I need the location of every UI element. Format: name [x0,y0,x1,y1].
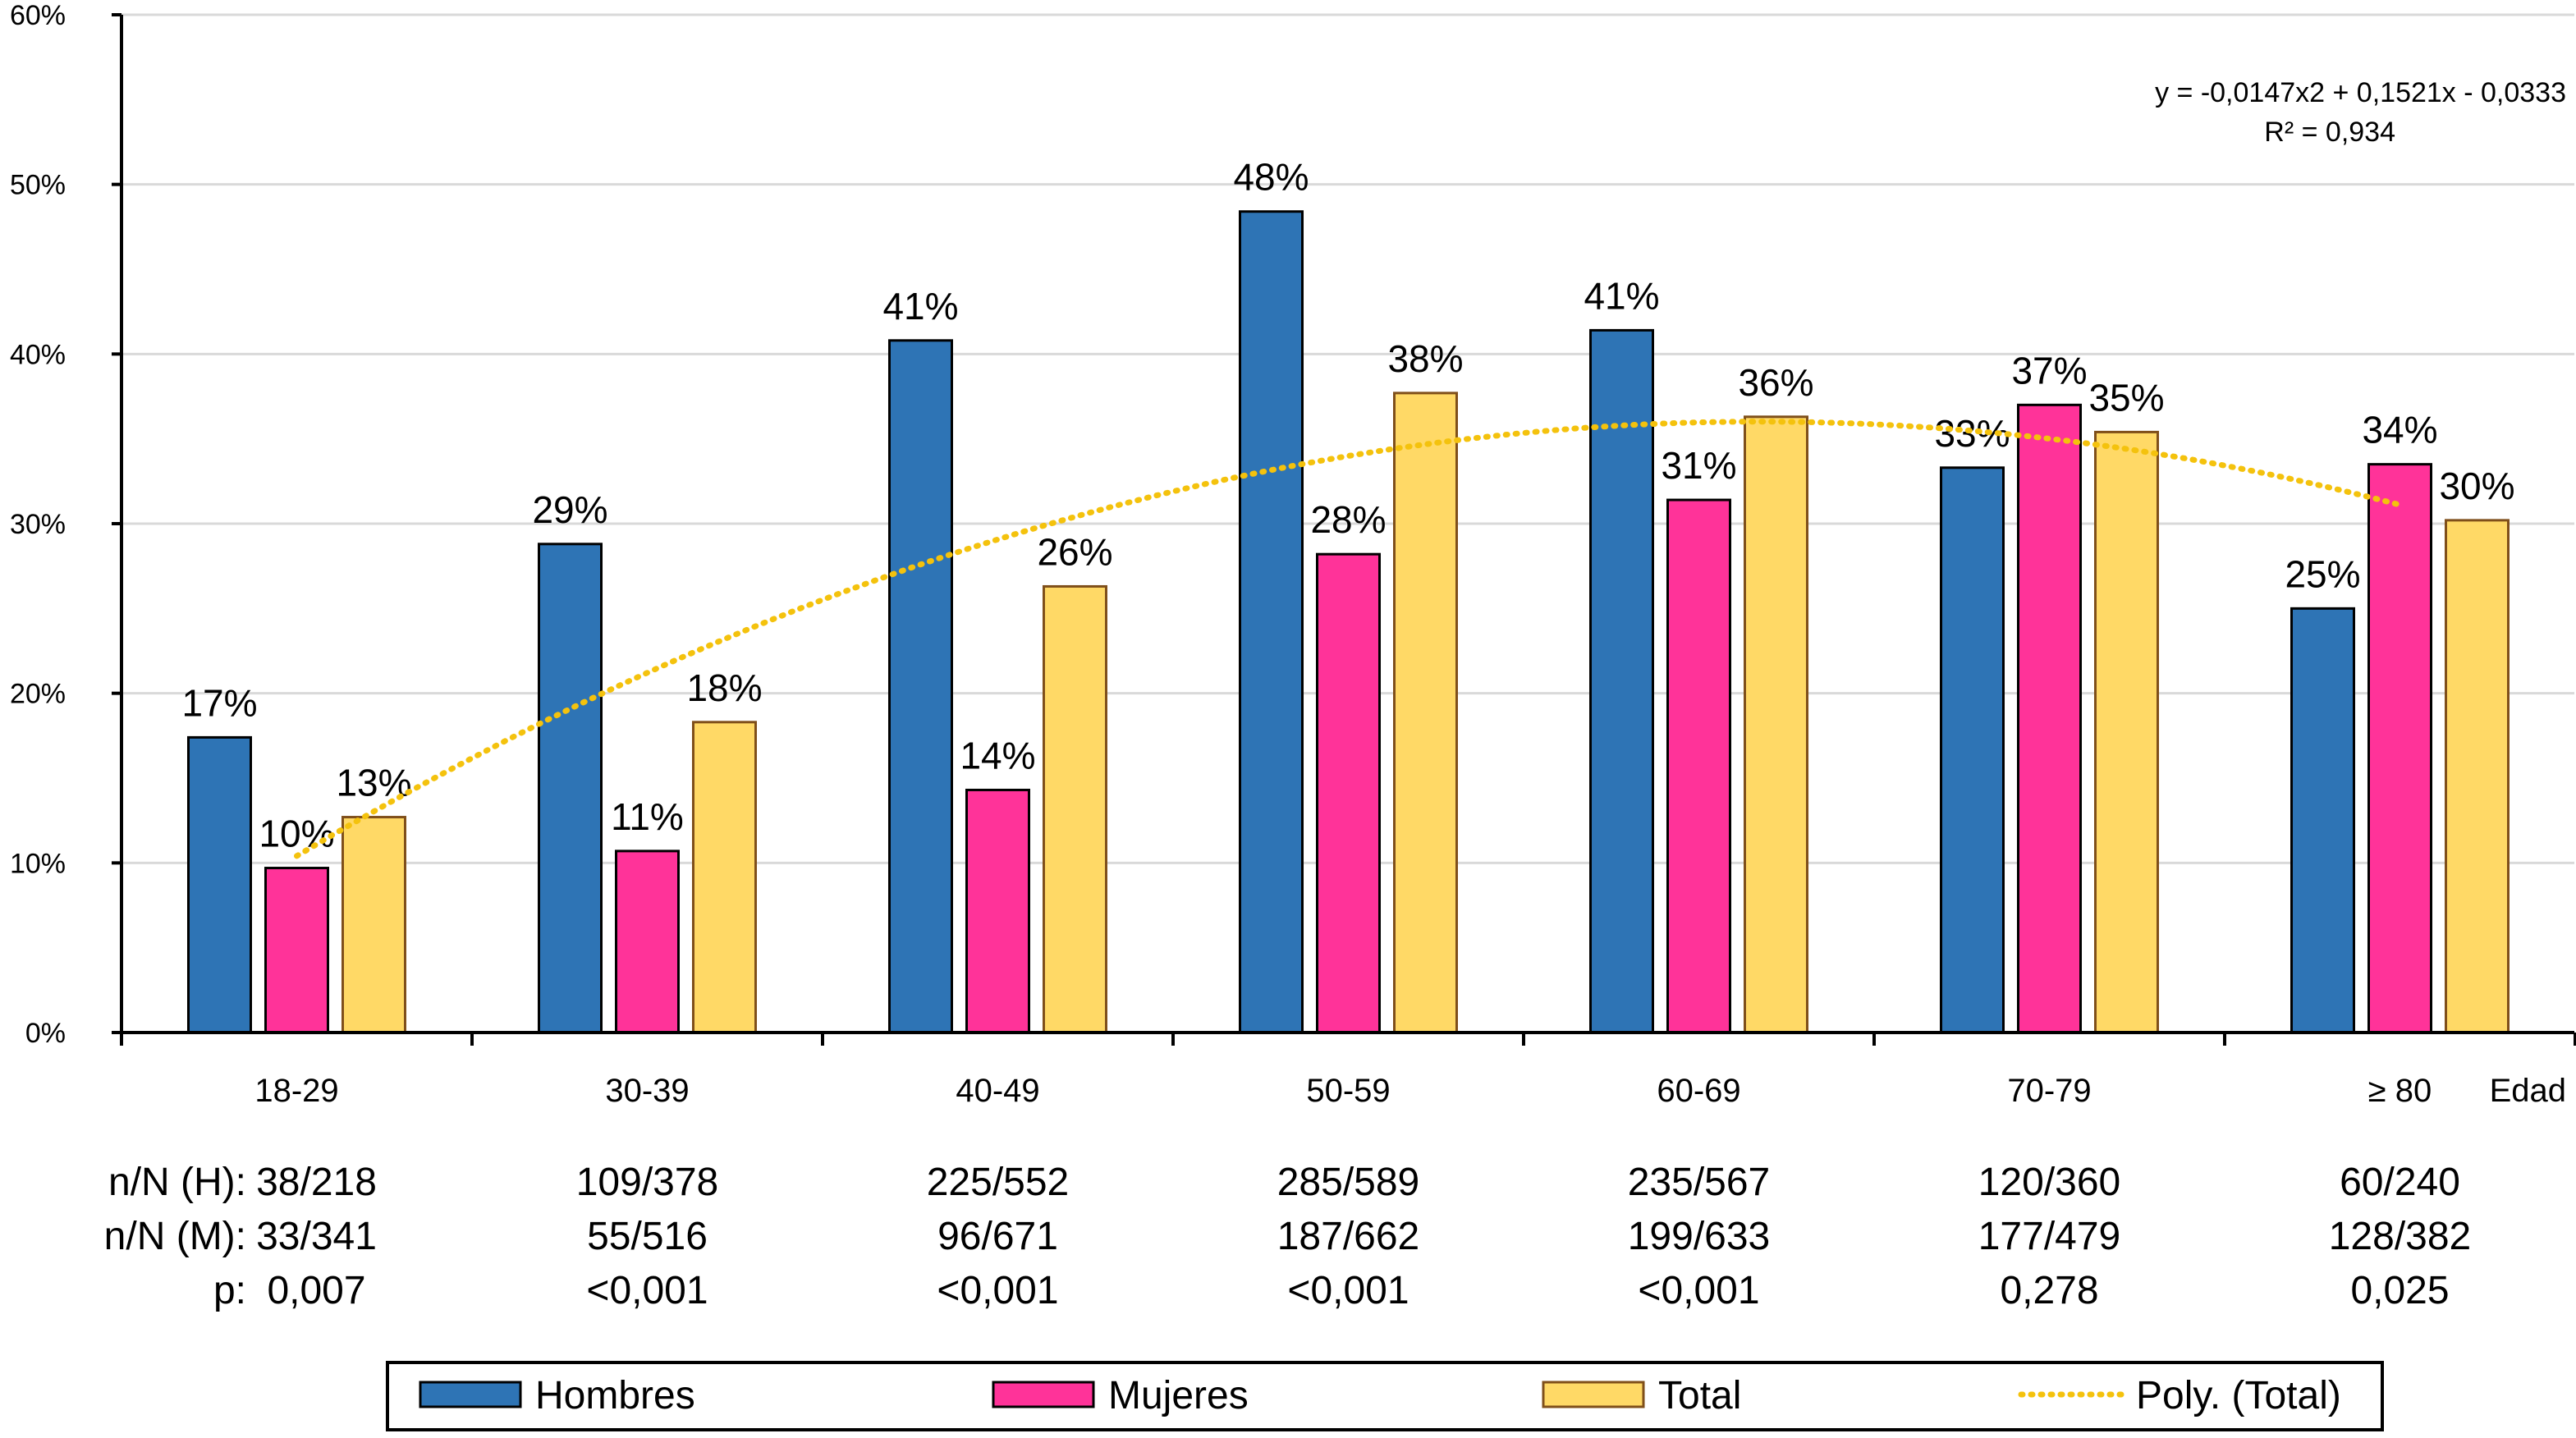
table-row-label: n/N (H): [108,1161,246,1204]
legend-label: Hombres [535,1374,695,1417]
bar-value-label: 26% [1037,530,1112,573]
table-row-label: n/N (M): [104,1215,246,1258]
table-cell: 38/218 [256,1161,377,1204]
bar-total [692,721,757,1034]
x-category-label: 30-39 [605,1073,689,1109]
bar-total [341,816,406,1034]
table-row-label: p: [213,1269,246,1312]
bar-hombres [888,339,953,1034]
bar-value-label: 36% [1738,361,1813,404]
table-cell: 235/567 [1628,1161,1771,1204]
bar-total [2445,519,2510,1034]
bar-value-label: 30% [2439,465,2514,507]
bar-total [1043,584,1107,1034]
table-cell: 128/382 [2329,1215,2472,1258]
table-cell: 33/341 [256,1215,377,1258]
y-tick-label: 20% [10,679,66,710]
bar-hombres [1239,210,1304,1034]
bar-value-label: 35% [2088,376,2164,419]
x-category-label: ≥ 80 [2368,1073,2432,1109]
bar-hombres [1589,328,1654,1034]
trendline-r2: R² = 0,934 [2264,117,2395,148]
table-cell: 225/552 [927,1161,1070,1204]
table-cell: 0,278 [2000,1269,2098,1312]
bar-value-label: 41% [1584,274,1659,317]
bar-mujeres [1666,498,1731,1034]
bar-value-label: 25% [2285,552,2360,595]
bar-hombres [2290,607,2355,1034]
bar-mujeres [965,788,1030,1034]
x-category-label: 60-69 [1657,1073,1740,1109]
bar-value-label: 29% [532,488,607,531]
bar-value-label: 34% [2362,409,2437,451]
bar-value-label: 10% [259,813,334,855]
bar-value-label: 28% [1310,498,1386,541]
table-cell: 109/378 [576,1161,719,1204]
bar-total [1744,415,1808,1034]
table-cell: <0,001 [1287,1269,1409,1312]
bar-mujeres [2367,463,2432,1034]
legend-swatch-mujeres [992,1381,1095,1408]
bar-mujeres [264,867,329,1034]
y-tick-label: 30% [10,509,66,540]
bar-hombres [538,543,603,1034]
table-cell: 177/479 [1978,1215,2121,1258]
bar-value-label: 48% [1233,156,1309,199]
table-cell: 199/633 [1628,1215,1771,1258]
legend-label: Total [1658,1374,1741,1417]
y-tick-label: 60% [10,0,66,31]
bar-value-label: 18% [686,666,762,709]
x-category-label: 40-49 [956,1073,1039,1109]
bar-hombres [1940,466,2005,1034]
table-cell: 60/240 [2340,1161,2460,1204]
bar-mujeres [615,850,680,1034]
y-tick-label: 40% [10,339,66,370]
bar-value-label: 38% [1387,337,1463,380]
y-tick-label: 0% [25,1018,66,1049]
table-cell: 187/662 [1277,1215,1420,1258]
trendline-equation: y = -0,0147x2 + 0,1521x - 0,0333 [2155,77,2566,108]
bar-hombres [187,735,252,1034]
trendline [294,419,2403,859]
bar-mujeres [1316,552,1381,1034]
y-tick-label: 10% [10,848,66,879]
y-tick-label: 50% [10,170,66,201]
x-axis-end-label: Edad [2490,1073,2566,1109]
bar-value-label: 41% [882,285,958,327]
legend-label: Poly. (Total) [2136,1374,2341,1417]
table-cell: 285/589 [1277,1161,1420,1204]
bar-total [1393,392,1458,1034]
legend-swatch-hombres [419,1381,522,1408]
table-cell: <0,001 [1638,1269,1759,1312]
table-cell: 120/360 [1978,1161,2121,1204]
bar-value-label: 14% [960,734,1035,776]
x-category-label: 18-29 [254,1073,338,1109]
bar-value-label: 31% [1661,444,1736,487]
legend-label: Mujeres [1108,1374,1249,1417]
table-cell: 55/516 [587,1215,708,1258]
table-cell: <0,001 [586,1269,708,1312]
table-cell: 96/671 [937,1215,1058,1258]
table-cell: 0,007 [267,1269,365,1312]
bar-value-label: 37% [2011,349,2087,392]
table-cell: <0,001 [937,1269,1058,1312]
legend-swatch-total [1542,1381,1645,1408]
bar-total [2094,430,2159,1034]
x-category-label: 70-79 [2007,1073,2091,1109]
bar-value-label: 17% [181,681,257,724]
bar-mujeres [2017,403,2082,1034]
bar-value-label: 11% [611,795,684,838]
table-cell: 0,025 [2350,1269,2449,1312]
x-category-label: 50-59 [1306,1073,1390,1109]
